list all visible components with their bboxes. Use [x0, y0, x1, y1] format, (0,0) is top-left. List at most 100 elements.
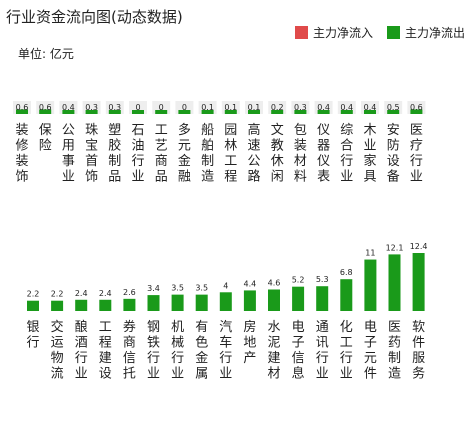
category-label-木业家具-3: 具 — [363, 170, 376, 185]
category-label-文教休闲-0: 文 — [271, 123, 284, 138]
bar-软件服务 — [412, 253, 425, 311]
category-label-医疗行业-1: 疗 — [410, 139, 423, 154]
value-label-多元金融: 0 — [182, 103, 187, 112]
category-label-通讯行业-1: 讯 — [316, 336, 329, 351]
category-label-工程建设-1: 程 — [99, 336, 112, 351]
category-label-有色金属-2: 金 — [195, 350, 208, 366]
bar-安防设备 — [387, 110, 400, 114]
category-label-水泥建材-1: 泥 — [267, 336, 280, 351]
category-label-化工行业-3: 业 — [340, 367, 353, 382]
category-label-医药制造-0: 医 — [388, 320, 401, 335]
category-label-珠宝首饰-0: 珠 — [85, 123, 98, 138]
category-label-通讯行业-2: 行 — [316, 351, 329, 366]
value-label-石油行业: 0 — [135, 103, 140, 112]
category-label-有色金属-3: 属 — [195, 367, 208, 382]
category-label-保险-0: 保 — [39, 123, 52, 138]
category-label-机械行业-3: 业 — [171, 367, 184, 382]
category-label-酿酒行业-0: 酿 — [75, 319, 88, 335]
value-label-塑胶制品: 0.3 — [108, 103, 121, 112]
value-label-医疗行业: 0.6 — [410, 103, 423, 112]
category-label-高速公路-1: 速 — [247, 139, 260, 154]
category-label-软件服务-1: 件 — [412, 336, 425, 351]
value-label-仪器仪表: 0.4 — [317, 103, 330, 112]
category-label-公用事业-0: 公 — [62, 123, 75, 138]
category-label-包装材料-0: 包 — [294, 123, 307, 138]
category-label-高速公路-0: 高 — [247, 122, 260, 138]
category-label-机械行业-0: 机 — [171, 320, 184, 335]
category-label-高速公路-3: 路 — [247, 169, 260, 185]
value-label-安防设备: 0.5 — [387, 103, 400, 112]
value-label-汽车行业: 4 — [223, 281, 228, 290]
legend-item-outflow: 主力净流出 — [386, 24, 465, 41]
category-label-船舶制造-2: 制 — [201, 154, 214, 169]
category-label-水泥建材-0: 水 — [267, 320, 280, 335]
category-label-交运物流-0: 交 — [51, 319, 64, 335]
legend: 主力净流入 主力净流出 — [294, 24, 465, 41]
category-label-通讯行业-3: 业 — [316, 367, 329, 382]
category-label-软件服务-3: 务 — [412, 366, 425, 382]
category-label-钢铁行业-1: 铁 — [147, 336, 160, 351]
category-label-石油行业-3: 业 — [131, 170, 144, 185]
category-label-文教休闲-2: 休 — [271, 154, 284, 169]
bar-装修装饰 — [16, 109, 28, 114]
value-label-券商信托: 2.6 — [123, 288, 136, 297]
category-label-珠宝首饰-1: 宝 — [85, 139, 98, 154]
value-label-船舶制造: 0.1 — [201, 103, 214, 112]
category-label-工艺商品-2: 商 — [155, 154, 168, 169]
value-label-公用事业: 0.4 — [62, 103, 75, 112]
category-label-医疗行业-2: 行 — [410, 154, 423, 169]
value-label-水泥建材: 4.6 — [268, 278, 281, 287]
category-label-券商信托-1: 商 — [123, 336, 136, 351]
legend-item-inflow: 主力净流入 — [294, 24, 373, 41]
category-label-交运物流-3: 流 — [51, 367, 64, 382]
category-label-船舶制造-1: 舶 — [201, 138, 214, 154]
category-label-有色金属-1: 色 — [195, 335, 208, 351]
category-label-工程建设-0: 工 — [99, 320, 112, 335]
category-label-多元金融-2: 金 — [178, 153, 191, 169]
category-label-装修装饰-1: 修 — [15, 139, 28, 154]
bar-银行 — [27, 300, 39, 311]
category-label-化工行业-0: 化 — [340, 320, 353, 335]
category-label-综合行业-3: 业 — [340, 170, 353, 185]
category-label-银行-0: 银 — [26, 320, 39, 335]
category-label-有色金属-0: 有 — [195, 320, 208, 335]
category-label-包装材料-2: 材 — [294, 154, 307, 169]
category-label-塑胶制品-3: 品 — [108, 170, 121, 185]
category-label-仪器仪表-3: 表 — [317, 170, 330, 185]
bar-多元金融 — [178, 110, 191, 114]
category-label-酿酒行业-1: 酒 — [75, 336, 88, 351]
category-label-珠宝首饰-2: 首 — [85, 154, 98, 169]
category-label-园林工程-0: 园 — [224, 123, 237, 138]
category-label-酿酒行业-2: 行 — [75, 351, 88, 366]
category-label-综合行业-1: 合 — [340, 139, 353, 154]
category-label-券商信托-3: 托 — [123, 367, 136, 382]
bar-包装材料 — [294, 110, 307, 114]
category-label-公用事业-1: 用 — [62, 139, 75, 154]
bar-交运物流 — [51, 300, 64, 311]
category-label-木业家具-2: 家 — [363, 153, 376, 169]
bar-园林工程 — [224, 110, 237, 114]
category-label-安防设备-3: 备 — [387, 169, 400, 185]
category-label-钢铁行业-0: 钢 — [147, 320, 160, 335]
category-label-安防设备-1: 防 — [387, 138, 400, 154]
category-label-园林工程-3: 程 — [224, 170, 237, 185]
category-label-钢铁行业-2: 行 — [147, 351, 160, 366]
value-label-装修装饰: 0.6 — [16, 103, 29, 112]
category-label-珠宝首饰-3: 饰 — [85, 170, 98, 185]
category-label-公用事业-3: 业 — [62, 170, 75, 185]
category-label-多元金融-0: 多 — [178, 122, 191, 138]
category-label-医药制造-2: 制 — [388, 351, 401, 366]
category-label-汽车行业-0: 汽 — [219, 320, 232, 335]
value-label-高速公路: 0.1 — [248, 103, 261, 112]
category-label-电子元件-1: 子 — [364, 336, 377, 351]
bar-船舶制造 — [201, 110, 214, 114]
category-label-文教休闲-3: 闲 — [271, 170, 284, 185]
category-label-交运物流-1: 运 — [51, 336, 64, 351]
category-label-银行-1: 行 — [26, 336, 39, 351]
value-label-化工行业: 6.8 — [340, 268, 353, 277]
category-label-船舶制造-0: 船 — [201, 123, 214, 138]
legend-label-inflow: 主力净流入 — [312, 26, 373, 40]
legend-label-outflow: 主力净流出 — [404, 26, 465, 40]
category-label-安防设备-2: 设 — [387, 154, 400, 169]
category-label-工艺商品-3: 品 — [155, 170, 168, 185]
